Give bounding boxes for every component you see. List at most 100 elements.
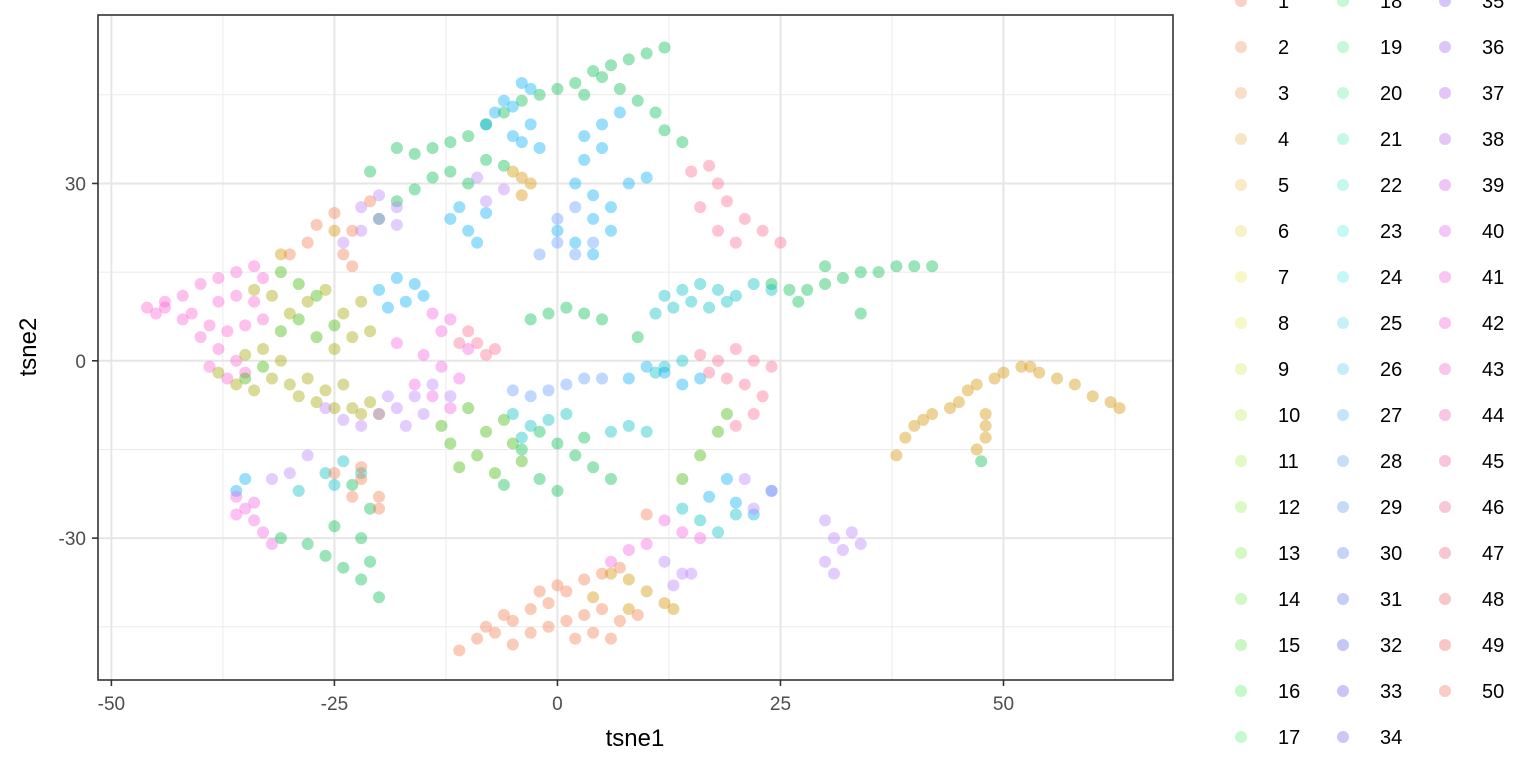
data-point xyxy=(248,295,261,308)
legend-label: 14 xyxy=(1278,589,1300,611)
data-point xyxy=(640,47,653,60)
data-point xyxy=(257,313,270,326)
data-point xyxy=(774,236,787,249)
legend-label: 28 xyxy=(1380,451,1402,473)
legend-label: 29 xyxy=(1380,497,1402,519)
data-point xyxy=(480,620,493,633)
data-point xyxy=(373,591,386,604)
data-point xyxy=(613,614,626,627)
data-point xyxy=(827,532,840,545)
legend-key xyxy=(1235,547,1247,559)
data-point xyxy=(497,413,510,426)
data-point xyxy=(1033,366,1046,379)
legend-key xyxy=(1235,271,1247,283)
legend-label: 36 xyxy=(1482,37,1504,59)
legend-label: 46 xyxy=(1482,497,1504,519)
legend-label: 32 xyxy=(1380,635,1402,657)
legend-key xyxy=(1439,0,1451,7)
data-point xyxy=(435,325,448,338)
legend-key xyxy=(1337,271,1349,283)
data-point xyxy=(480,153,493,166)
data-point xyxy=(649,106,662,119)
data-point xyxy=(480,118,493,131)
data-point xyxy=(435,360,448,373)
data-point xyxy=(319,384,332,397)
data-point xyxy=(462,130,475,143)
data-point xyxy=(292,277,305,290)
data-point xyxy=(319,402,332,415)
data-point xyxy=(667,603,680,616)
data-point xyxy=(667,579,680,592)
data-point xyxy=(729,289,742,302)
legend-key xyxy=(1235,225,1247,237)
data-point xyxy=(569,236,582,249)
data-point xyxy=(819,514,832,527)
legend-key xyxy=(1337,363,1349,375)
legend-key xyxy=(1337,87,1349,99)
data-point xyxy=(658,597,671,610)
data-point xyxy=(364,396,377,409)
data-point xyxy=(328,342,341,355)
legend-key xyxy=(1439,225,1451,237)
legend-label: 1 xyxy=(1278,0,1289,13)
data-point xyxy=(453,372,466,385)
data-point xyxy=(961,384,974,397)
data-point xyxy=(533,88,546,101)
legend-label: 24 xyxy=(1380,267,1402,289)
legend-key xyxy=(1439,409,1451,421)
data-point xyxy=(506,408,519,420)
data-point xyxy=(747,277,760,290)
data-point xyxy=(408,147,421,160)
data-point xyxy=(515,443,528,456)
data-point xyxy=(533,248,546,261)
legend-label: 11 xyxy=(1278,451,1299,473)
data-point xyxy=(979,431,992,444)
data-point xyxy=(435,419,448,432)
legend-key xyxy=(1439,271,1451,283)
data-point xyxy=(453,644,466,657)
panel-background xyxy=(98,15,1173,680)
data-point xyxy=(355,532,368,545)
data-point xyxy=(703,301,716,314)
data-point xyxy=(604,224,617,237)
data-point xyxy=(596,567,609,580)
data-point xyxy=(694,201,707,214)
legend-label: 18 xyxy=(1380,0,1402,13)
data-point xyxy=(471,449,484,462)
data-point xyxy=(640,538,653,551)
data-point xyxy=(819,555,832,568)
data-point xyxy=(649,366,662,379)
data-point xyxy=(622,177,635,190)
data-point xyxy=(221,325,234,338)
data-point xyxy=(819,260,832,273)
data-point xyxy=(694,372,707,385)
data-point xyxy=(560,408,573,420)
data-point xyxy=(506,437,519,450)
data-point xyxy=(462,342,475,355)
data-point xyxy=(310,331,323,344)
data-point xyxy=(310,396,323,409)
data-point xyxy=(417,289,430,302)
data-point xyxy=(908,260,921,273)
data-point xyxy=(613,82,626,95)
data-point xyxy=(355,408,368,420)
data-point xyxy=(712,283,725,296)
data-point xyxy=(355,224,368,237)
data-point xyxy=(239,372,252,385)
data-point xyxy=(444,136,457,149)
data-point xyxy=(488,626,501,639)
data-point xyxy=(408,378,421,391)
data-point xyxy=(346,490,359,503)
data-point xyxy=(203,360,216,373)
data-point xyxy=(248,514,261,527)
data-point xyxy=(729,508,742,521)
data-point xyxy=(328,402,341,415)
data-point xyxy=(596,372,609,385)
data-point xyxy=(836,543,849,556)
data-point xyxy=(622,419,635,432)
data-point xyxy=(346,402,359,415)
data-point xyxy=(355,461,368,474)
data-point xyxy=(694,449,707,462)
data-point xyxy=(703,159,716,172)
data-point xyxy=(337,378,350,391)
